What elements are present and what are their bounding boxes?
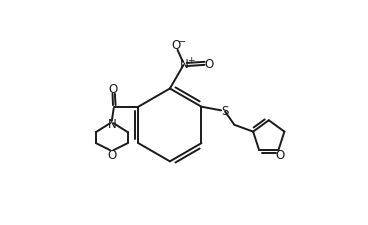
Text: O: O — [204, 57, 213, 70]
Text: S: S — [221, 104, 228, 117]
Text: O: O — [275, 148, 284, 161]
Text: O: O — [108, 83, 117, 95]
Text: N: N — [180, 58, 189, 71]
Text: −: − — [178, 37, 186, 47]
Text: +: + — [187, 56, 194, 65]
Text: N: N — [107, 117, 116, 130]
Text: O: O — [172, 39, 181, 52]
Text: O: O — [107, 148, 116, 161]
